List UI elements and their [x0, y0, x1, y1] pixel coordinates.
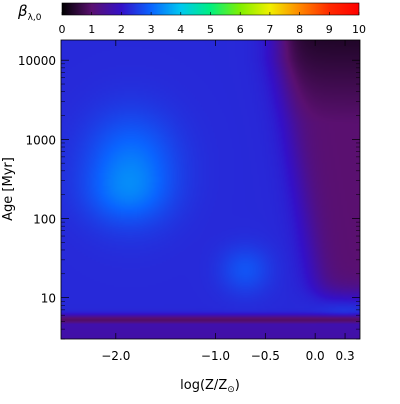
- y-axis-ticks: 10 100 1000 10000: [18, 54, 360, 340]
- colorbar-tick-label: 2: [118, 23, 125, 36]
- y-axis-label: Age [Myr]: [1, 157, 16, 221]
- colorbar-tick-label: 9: [326, 23, 333, 36]
- colorbar-tick-label: 8: [296, 23, 303, 36]
- colorbar-tick-label: 1: [88, 23, 95, 36]
- colorbar-tick-label: 0: [59, 23, 66, 36]
- x-tick-label: −1.0: [201, 349, 230, 363]
- x-tick-label: 0.0: [306, 349, 325, 363]
- y-tick-label: 10000: [18, 54, 56, 68]
- colorbar-label-symbol: β: [17, 2, 28, 20]
- colorbar: βλ,0 0 1 2 3 4 5 6 7 8 9 10: [17, 2, 366, 36]
- y-tick-label: 100: [33, 212, 56, 226]
- colorbar-tick-label: 7: [266, 23, 273, 36]
- colorbar-tick-label: 5: [207, 23, 214, 36]
- colorbar-tick-label: 3: [148, 23, 155, 36]
- colorbar-label-subscript: λ,0: [28, 13, 42, 23]
- x-axis-ticks: −2.0 −1.0 −0.5 0.0 0.3: [101, 40, 355, 363]
- y-tick-label: 10: [41, 292, 56, 306]
- colorbar-tick-label: 6: [237, 23, 244, 36]
- x-tick-label: −0.5: [251, 349, 280, 363]
- plot-area: −2.0 −1.0 −0.5 0.0 0.3 10 100 1000 10000: [18, 39, 361, 363]
- colorbar-tick-label: 10: [352, 23, 366, 36]
- plot-frame: [60, 39, 361, 340]
- colorbar-ticks: 0 1 2 3 4 5 6 7 8 9 10: [59, 12, 366, 36]
- heatmap-image: [61, 40, 360, 339]
- colorbar-label: βλ,0: [17, 2, 42, 23]
- y-tick-label: 1000: [25, 133, 56, 147]
- x-tick-label: −2.0: [101, 349, 130, 363]
- colorbar-tick-label: 4: [177, 23, 184, 36]
- x-axis-label: log(Z/Z⊙): [180, 378, 240, 395]
- x-tick-label: 0.3: [336, 349, 355, 363]
